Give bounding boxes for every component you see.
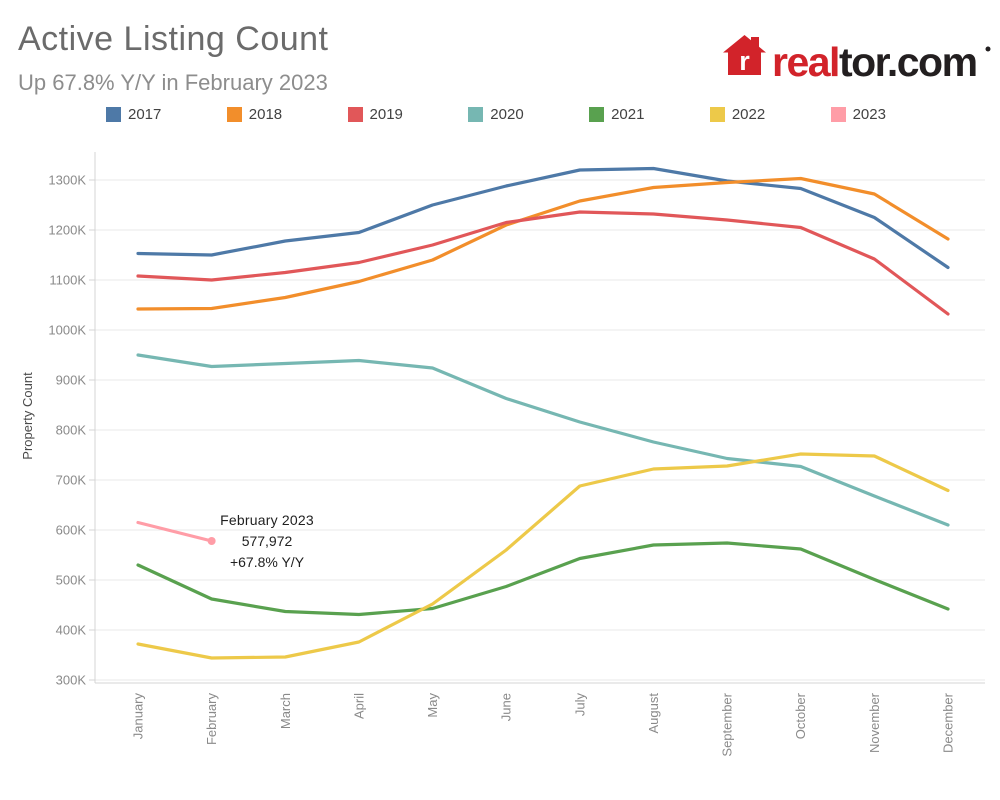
legend-item-2018: 2018 [226,106,283,123]
x-axis-month-label: September [720,692,735,756]
legend-label: 2022 [731,106,766,123]
y-axis-title: Property Count [20,372,35,460]
callout-annotation: February 2023 577,972 +67.8% Y/Y [192,510,342,573]
y-axis-tick-label: 900K [56,373,87,388]
legend-item-2019: 2019 [347,106,403,123]
x-axis-month-label: March [278,693,293,729]
y-axis-tick-label: 1100K [49,273,86,288]
series-line-2023 [136,520,214,543]
x-axis-month-label: February [204,693,219,746]
y-axis-tick-label: 300K [56,673,87,688]
legend-item-2023: 2023 [830,106,886,123]
x-axis-month-label: October [793,692,808,739]
realtor-logo: r realtor.com [722,28,994,87]
legend-label: 2020 [490,106,524,123]
legend-item-2017: 2017 [106,106,161,123]
y-axis-tick-label: 600K [56,523,87,538]
x-axis-month-label: August [646,693,661,734]
y-axis-tick-label: 1200K [48,223,86,238]
y-axis-tick-label: 500K [56,573,87,588]
legend-swatch-icon [106,107,121,122]
highlight-point [207,537,216,545]
series-line-2018 [136,176,950,311]
x-axis-month-label: April [351,693,366,719]
legend-label: 2019 [369,106,403,123]
legend-item-2021: 2021 [589,106,644,123]
legend-label: 2021 [611,106,645,123]
legend-item-2020: 2020 [468,106,524,123]
x-axis-month-label: July [572,693,587,717]
chart-legend: 2017 2018 2019 2020 2021 2022 2023 [106,106,886,123]
y-axis-tick-label: 700K [56,473,87,488]
annotation-value: 577,972 [241,533,293,549]
legend-label: 2018 [248,106,283,123]
realtor-logo-svg: r realtor.com [723,35,991,85]
x-axis-month-label: November [867,692,882,753]
y-axis-tick-label: 400K [56,623,87,638]
x-axis-month-label: December [940,692,955,753]
legend-item-2022: 2022 [709,106,766,123]
legend-swatch-icon [830,107,846,122]
legend-swatch-icon [226,107,242,122]
page-subtitle: Up 67.8% Y/Y in February 2023 [18,70,328,95]
legend-swatch-icon [709,107,725,122]
annotation-change: +67.8% Y/Y [229,554,305,570]
x-axis-month-label: June [499,693,514,721]
realtor-logo-text: realtor.com [772,39,977,82]
legend-label: 2023 [852,106,886,123]
trademark-dot-icon [985,46,991,52]
annotation-title: February 2023 [220,512,314,528]
y-axis-tick-label: 1000K [48,323,86,338]
series-line-2017 [136,166,950,270]
series-line-2020 [136,353,950,527]
page-title: Active Listing Count [18,20,329,58]
realtor-house-icon: r [723,35,766,76]
series-line-2021 [136,541,950,617]
x-axis-month-label: May [425,693,440,718]
series-line-2019 [136,210,950,316]
x-axis-month-label: January [131,693,146,740]
legend-swatch-icon [347,107,363,122]
svg-text:r: r [739,46,750,76]
y-axis-tick-label: 1300K [48,173,86,188]
legend-label: 2017 [128,106,162,123]
series-line-2022 [136,452,950,660]
y-axis-tick-label: 800K [56,423,87,438]
legend-swatch-icon [468,107,484,122]
legend-swatch-icon [589,107,605,122]
